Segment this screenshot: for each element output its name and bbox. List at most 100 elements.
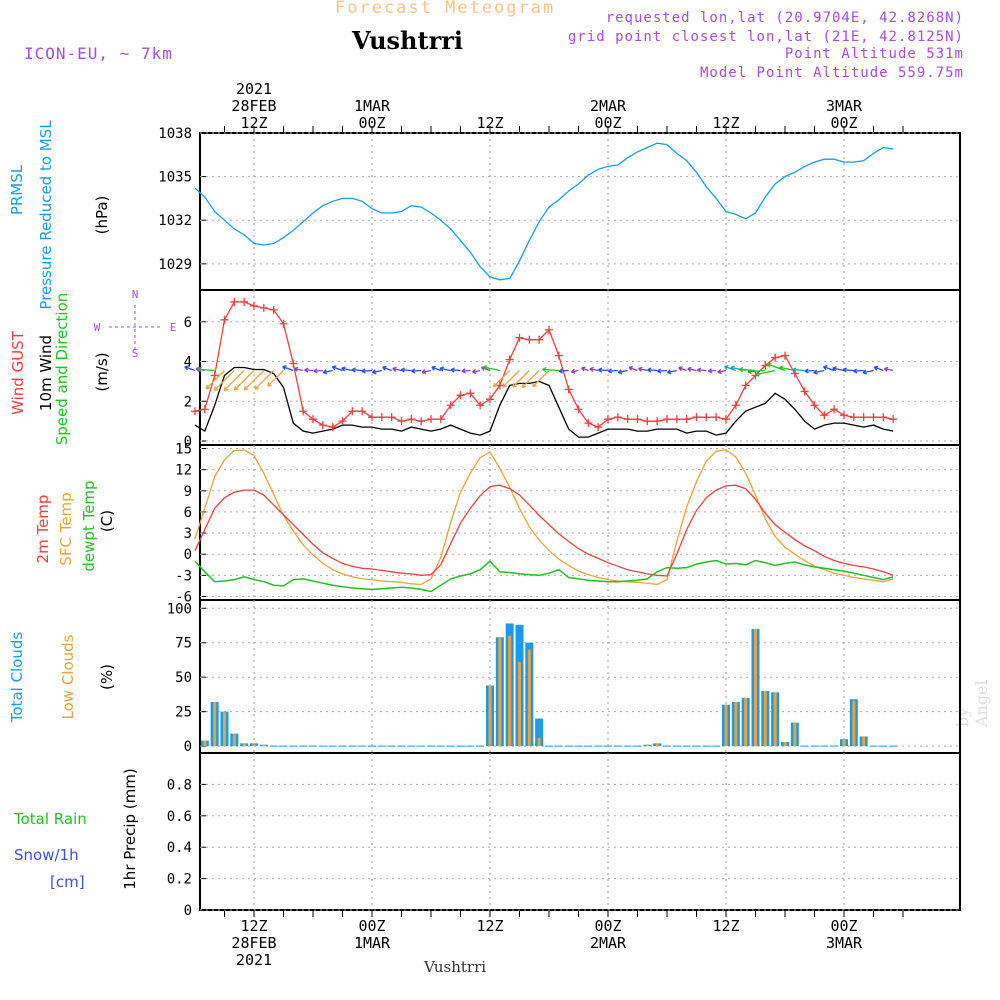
- wind-arrow-head: [804, 368, 809, 374]
- wind-arrow-head: [687, 366, 692, 372]
- top-time-label: 12Z: [240, 114, 267, 132]
- low-cloud-bar: [518, 662, 521, 747]
- wind-arrow-head: [351, 367, 356, 373]
- wind-gust-marker: [879, 413, 888, 422]
- wind-gust-marker: [643, 417, 652, 426]
- wind-gust-marker: [318, 421, 327, 430]
- wind-arrow-head: [512, 382, 517, 388]
- wind-direction-arrow: [687, 367, 697, 372]
- wind-arrow-head: [213, 386, 219, 392]
- wind-arrow-head: [747, 368, 752, 375]
- wind-direction-arrow: [598, 369, 609, 372]
- wind-arrow-head: [400, 367, 406, 373]
- wind-arrow-head: [341, 366, 346, 372]
- bottom-time-label: 28FEB: [231, 934, 276, 952]
- wind-arrow-head: [792, 367, 797, 373]
- wind-direction-arrow: [608, 369, 618, 372]
- wind-gust-marker: [259, 303, 268, 312]
- wind-arrow-head: [598, 367, 603, 373]
- wind-arrow-head: [421, 369, 427, 375]
- wind-gust-marker: [741, 381, 750, 390]
- wind-direction-arrow: [382, 366, 392, 372]
- wind-direction-arrow: [431, 366, 442, 372]
- top-time-label: 00Z: [830, 114, 857, 132]
- bottom-time-label: 2MAR: [590, 934, 627, 952]
- y-tick-label: -3: [175, 568, 192, 584]
- wind-gust-marker: [368, 413, 376, 422]
- wind-gust-marker: [427, 415, 435, 424]
- wind-gust-marker: [682, 415, 691, 424]
- y-tick-label: 0: [184, 903, 192, 919]
- wind-gust-marker: [633, 415, 642, 424]
- product-title: Forecast Meteogram: [335, 0, 556, 18]
- wind-gust-marker: [299, 407, 308, 416]
- low-cloud-bar: [763, 690, 767, 747]
- top-time-label: 2021: [236, 80, 272, 98]
- wind-gust-marker: [348, 407, 357, 416]
- low-cloud-bar: [754, 628, 757, 747]
- wind-direction-arrow: [267, 370, 284, 387]
- low-cloud-bar: [744, 697, 748, 747]
- wind-gust-marker: [486, 395, 494, 404]
- wind-gust-marker: [712, 413, 721, 422]
- wind-arrow-head: [267, 382, 272, 387]
- y-tick-label: 0.4: [167, 840, 192, 856]
- wind-arrow-head: [542, 366, 547, 373]
- wind-gust-marker: [830, 405, 839, 414]
- bottom-time-label: 00Z: [358, 917, 385, 935]
- wind-gust-marker: [889, 415, 898, 424]
- low-cloud-bar: [498, 637, 502, 747]
- wind-arrow-head: [431, 365, 436, 371]
- wind-direction-arrow: [755, 369, 776, 376]
- wind-gust-marker: [869, 413, 878, 422]
- wind-direction-arrow: [401, 369, 412, 372]
- precip-legend-snow-unit: [cm]: [50, 873, 85, 891]
- low-cloud-bar: [213, 702, 217, 747]
- wind-arrow-head: [862, 369, 867, 375]
- wind-direction-arrow: [708, 369, 717, 372]
- y-tick-label: 6: [184, 315, 192, 331]
- low-cloud-bar: [508, 635, 512, 747]
- wind-gust-marker: [240, 297, 249, 306]
- wind-gust-marker: [456, 391, 465, 400]
- bottom-time-label: 12Z: [240, 917, 267, 935]
- y-tick-label: 1038: [158, 126, 192, 142]
- wind-arrow-head: [842, 367, 847, 373]
- top-time-label: 2MAR: [590, 97, 627, 115]
- wind-gust-marker: [859, 413, 868, 422]
- wind-direction-arrow: [351, 369, 363, 372]
- y-tick-label: 0.2: [167, 872, 192, 888]
- grid-point-coords: grid point closest lon,lat (21E, 42.8125…: [567, 29, 964, 45]
- low-cloud-bar: [203, 740, 207, 747]
- wind-gust-marker: [800, 387, 809, 396]
- bottom-time-label: 12Z: [476, 917, 503, 935]
- y-tick-label: -6: [175, 589, 192, 605]
- panel-frame-4: [199, 752, 961, 911]
- wind-arrow-head: [571, 368, 576, 374]
- wind-arrow-head: [254, 385, 260, 390]
- wind-gust-marker: [604, 415, 612, 424]
- low-cloud-bar: [734, 702, 738, 747]
- wind-gust-marker: [358, 407, 367, 416]
- wind-arrow-head: [678, 366, 683, 372]
- wind-direction-arrow: [205, 370, 225, 390]
- model-altitude: Model Point Altitude 559.75m: [699, 65, 964, 81]
- wind-gust-marker: [564, 385, 573, 394]
- bottom-time-label: 1MAR: [354, 934, 391, 952]
- low-cloud-bar: [537, 737, 541, 747]
- compass-cross: [109, 305, 161, 349]
- wind-direction-arrow: [747, 369, 766, 373]
- wind-gust-marker: [545, 325, 553, 334]
- wind-gust-marker: [574, 405, 583, 414]
- y-tick-label: 1032: [158, 213, 192, 229]
- wind-gust-marker: [663, 415, 671, 424]
- compass-e: E: [170, 321, 177, 334]
- wind-direction-arrow: [884, 367, 894, 372]
- temp-2m-line: [194, 484, 894, 577]
- wind-arrow-head: [754, 371, 760, 377]
- wind-direction-arrow: [197, 368, 215, 372]
- wind-gust-marker: [702, 413, 711, 422]
- wind-gust-marker: [200, 405, 209, 414]
- requested-coords: requested lon,lat (20.9704E, 42.8268N): [605, 10, 964, 26]
- wind-gust-line: [194, 301, 894, 428]
